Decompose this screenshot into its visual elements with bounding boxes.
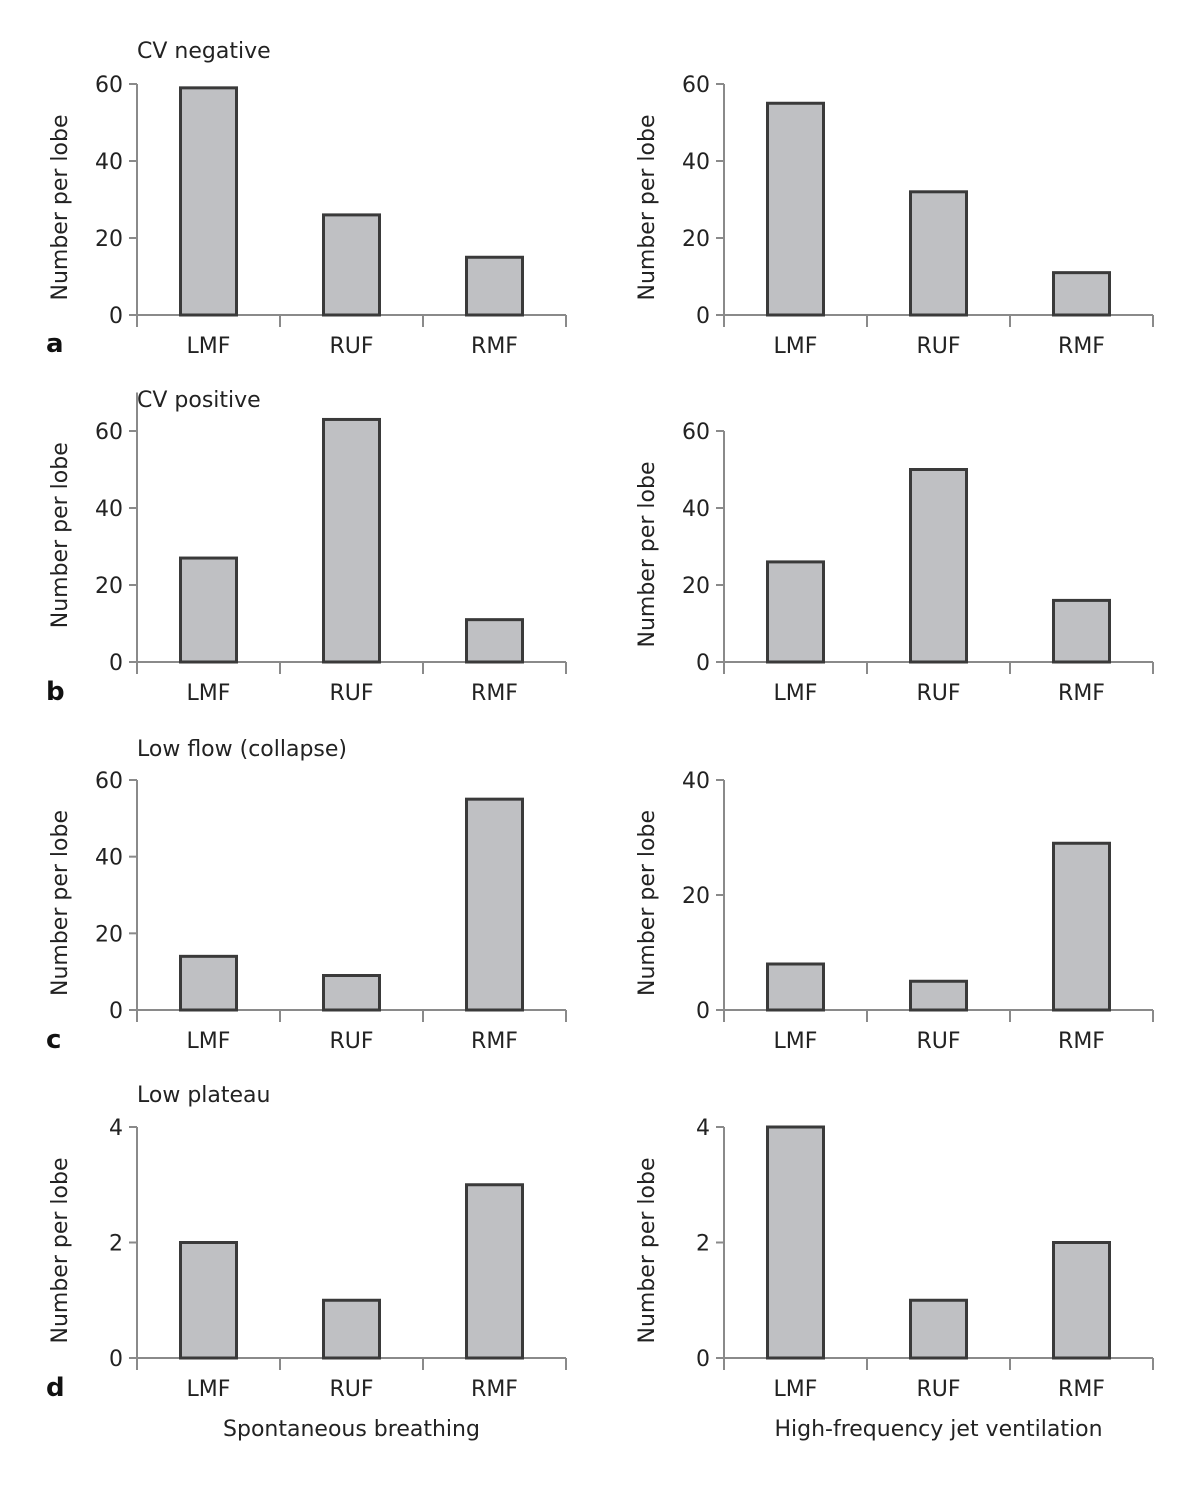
panel-title: Low flow (collapse) [137, 737, 347, 762]
x-tick-label: RMF [471, 681, 518, 706]
y-tick-label: 4 [696, 1116, 710, 1141]
y-tick-label: 0 [109, 1347, 123, 1372]
y-tick-label: 20 [682, 574, 710, 599]
x-tick-label: RUF [916, 334, 960, 359]
panel-title: CV negative [137, 39, 271, 64]
x-tick-label: LMF [187, 1029, 231, 1054]
x-axis-label: High-frequency jet ventilation [774, 1417, 1102, 1442]
y-tick-label: 60 [95, 73, 123, 98]
x-tick-label: RMF [1058, 1029, 1105, 1054]
y-tick-label: 60 [95, 769, 123, 794]
bar-lmf [766, 1125, 825, 1360]
bar-ruf [322, 1298, 381, 1360]
panel-letter: a [46, 329, 64, 359]
bar-rmf [465, 797, 524, 1012]
y-tick-label: 60 [682, 420, 710, 445]
y-axis-label: Number per lobe [48, 115, 73, 301]
x-tick-label: RMF [1058, 334, 1105, 359]
y-tick-label: 60 [95, 420, 123, 445]
panel-title: CV positive [137, 388, 261, 413]
bar-rmf [1052, 1241, 1111, 1360]
panel-letter: c [46, 1025, 61, 1055]
bar-rmf [1052, 841, 1111, 1012]
y-tick-label: 60 [682, 73, 710, 98]
panel-letter: b [46, 677, 65, 707]
y-tick-label: 40 [682, 769, 710, 794]
bar-lmf [179, 1241, 238, 1360]
x-tick-label: RMF [471, 1377, 518, 1402]
y-axis-label: Number per lobe [48, 442, 73, 628]
bar-rmf [465, 1183, 524, 1360]
y-tick-label: 0 [696, 1347, 710, 1372]
y-tick-label: 40 [95, 846, 123, 871]
x-tick-label: RMF [471, 1029, 518, 1054]
y-tick-label: 20 [682, 884, 710, 909]
y-tick-label: 0 [109, 651, 123, 676]
y-tick-label: 20 [95, 922, 123, 947]
panel-letter: d [46, 1373, 65, 1403]
bar-rmf [465, 618, 524, 664]
bar-ruf [322, 417, 381, 664]
y-tick-label: 20 [682, 227, 710, 252]
y-axis-label: Number per lobe [48, 1158, 73, 1344]
y-tick-label: 40 [95, 497, 123, 522]
x-tick-label: LMF [774, 1377, 818, 1402]
x-tick-label: RUF [329, 681, 373, 706]
x-tick-label: RUF [916, 1029, 960, 1054]
bar-lmf [766, 560, 825, 664]
x-tick-label: RUF [329, 1377, 373, 1402]
x-tick-label: RMF [1058, 681, 1105, 706]
x-tick-label: RUF [329, 1029, 373, 1054]
bar-rmf [1052, 598, 1111, 664]
y-tick-label: 2 [109, 1232, 123, 1257]
y-tick-label: 0 [109, 304, 123, 329]
x-tick-label: LMF [187, 334, 231, 359]
x-tick-label: LMF [774, 334, 818, 359]
bar-ruf [322, 974, 381, 1012]
x-tick-label: LMF [774, 1029, 818, 1054]
bar-lmf [766, 962, 825, 1012]
y-tick-label: 0 [696, 651, 710, 676]
bar-ruf [909, 979, 968, 1012]
y-tick-label: 40 [682, 497, 710, 522]
y-tick-label: 4 [109, 1116, 123, 1141]
x-tick-label: RMF [1058, 1377, 1105, 1402]
bar-ruf [322, 213, 381, 317]
x-tick-label: RUF [329, 334, 373, 359]
x-tick-label: RUF [916, 681, 960, 706]
bar-lmf [179, 954, 238, 1012]
y-axis-label: Number per lobe [635, 810, 660, 996]
bar-ruf [909, 190, 968, 317]
bar-rmf [465, 255, 524, 317]
bar-lmf [179, 556, 238, 664]
y-tick-label: 0 [109, 999, 123, 1024]
x-tick-label: RMF [471, 334, 518, 359]
y-tick-label: 2 [696, 1232, 710, 1257]
x-tick-label: LMF [187, 681, 231, 706]
bar-rmf [1052, 271, 1111, 317]
y-tick-label: 20 [95, 227, 123, 252]
y-tick-label: 0 [696, 304, 710, 329]
y-tick-label: 40 [95, 150, 123, 175]
x-axis-label: Spontaneous breathing [223, 1417, 480, 1442]
panel-title: Low plateau [137, 1083, 270, 1108]
bar-ruf [909, 468, 968, 664]
y-tick-label: 20 [95, 574, 123, 599]
y-axis-label: Number per lobe [635, 115, 660, 301]
x-tick-label: LMF [187, 1377, 231, 1402]
bar-lmf [766, 101, 825, 317]
y-axis-label: Number per lobe [48, 810, 73, 996]
x-tick-label: LMF [774, 681, 818, 706]
y-axis-label: Number per lobe [635, 1158, 660, 1344]
x-tick-label: RUF [916, 1377, 960, 1402]
bar-ruf [909, 1298, 968, 1360]
bar-lmf [179, 86, 238, 317]
y-tick-label: 40 [682, 150, 710, 175]
y-axis-label: Number per lobe [635, 462, 660, 648]
y-tick-label: 0 [696, 999, 710, 1024]
